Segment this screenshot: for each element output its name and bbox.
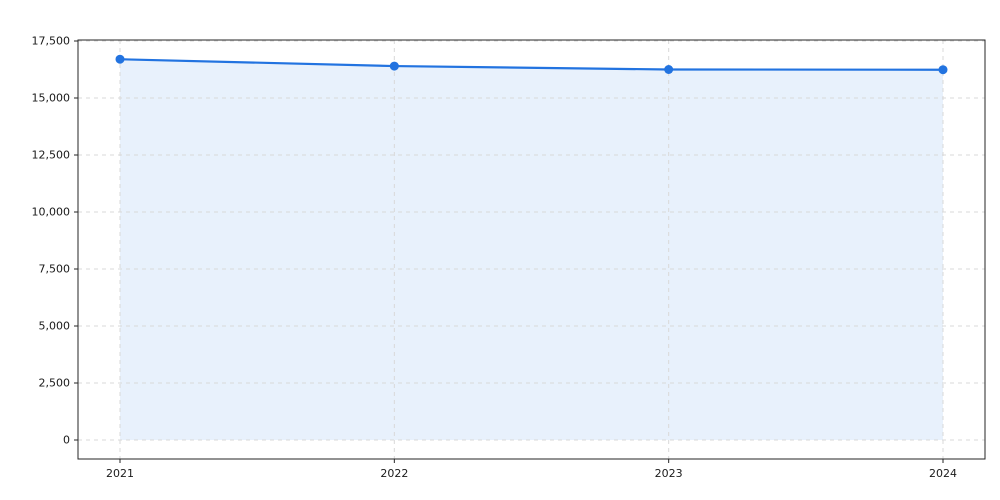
data-point-marker [115, 54, 125, 64]
x-tick-label: 2021 [106, 467, 134, 480]
x-tick-label: 2024 [929, 467, 957, 480]
y-tick-label: 10,000 [32, 206, 71, 219]
area-fill [120, 59, 943, 441]
y-tick-label: 7,500 [39, 263, 71, 276]
x-tick-label: 2023 [655, 467, 683, 480]
y-tick-label: 0 [63, 434, 70, 447]
line-series [118, 58, 945, 71]
data-point-marker [938, 65, 948, 75]
plot-border [77, 39, 986, 460]
y-tick-label: 17,500 [32, 35, 71, 48]
x-tick-label: 2022 [380, 467, 408, 480]
y-tick-label: 2,500 [39, 377, 71, 390]
y-tick-label: 5,000 [39, 320, 71, 333]
y-tick-label: 12,500 [32, 149, 71, 162]
data-point-marker [389, 61, 399, 71]
y-tick-label: 15,000 [32, 92, 71, 105]
data-point-marker [664, 65, 674, 74]
